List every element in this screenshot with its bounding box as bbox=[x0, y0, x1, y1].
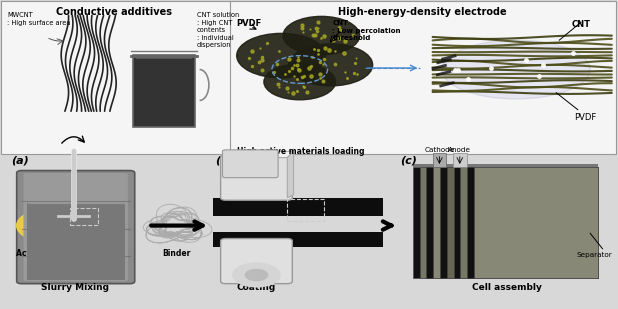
Text: Separator: Separator bbox=[576, 252, 612, 258]
Circle shape bbox=[17, 209, 85, 243]
Ellipse shape bbox=[442, 40, 590, 99]
Bar bbox=[467, 167, 598, 278]
Bar bbox=[213, 232, 383, 247]
Circle shape bbox=[233, 263, 280, 287]
Text: Cell assembly: Cell assembly bbox=[472, 283, 542, 292]
Circle shape bbox=[237, 33, 326, 78]
Bar bbox=[426, 164, 598, 167]
Bar bbox=[440, 164, 598, 167]
Circle shape bbox=[25, 213, 76, 238]
Circle shape bbox=[283, 16, 360, 55]
FancyBboxPatch shape bbox=[230, 1, 616, 154]
Polygon shape bbox=[287, 151, 294, 198]
Text: Slurry Mixing: Slurry Mixing bbox=[41, 283, 109, 292]
Text: Anode: Anode bbox=[448, 147, 472, 153]
Text: CNT solution
: High CNT
contents
: Individual
dispersion: CNT solution : High CNT contents : Indiv… bbox=[197, 12, 239, 49]
Bar bbox=[70, 208, 98, 225]
Text: CNT: CNT bbox=[571, 20, 590, 29]
Text: (b): (b) bbox=[215, 155, 234, 165]
Bar bbox=[426, 167, 598, 278]
Text: CNT
: Low percolation
threshold: CNT : Low percolation threshold bbox=[332, 20, 401, 41]
Polygon shape bbox=[226, 151, 294, 158]
Circle shape bbox=[17, 209, 85, 243]
Text: PVDF: PVDF bbox=[237, 19, 262, 28]
Bar bbox=[454, 164, 598, 167]
Circle shape bbox=[245, 269, 268, 281]
Bar bbox=[413, 167, 598, 278]
Bar bbox=[136, 55, 192, 59]
Bar bbox=[287, 199, 324, 221]
Text: Conductive additives: Conductive additives bbox=[56, 7, 172, 17]
Bar bbox=[433, 164, 598, 167]
Bar bbox=[213, 198, 383, 216]
Bar bbox=[440, 167, 598, 278]
FancyBboxPatch shape bbox=[23, 173, 128, 281]
FancyBboxPatch shape bbox=[1, 1, 231, 154]
Text: (a): (a) bbox=[11, 155, 29, 165]
Text: Binder: Binder bbox=[162, 249, 190, 258]
Text: +: + bbox=[100, 216, 116, 235]
Circle shape bbox=[289, 44, 373, 86]
Circle shape bbox=[21, 211, 80, 240]
Bar bbox=[447, 167, 598, 278]
Text: (c): (c) bbox=[400, 155, 417, 165]
Bar bbox=[460, 164, 598, 167]
Text: Active Materials: Active Materials bbox=[15, 249, 86, 258]
Bar bbox=[460, 167, 598, 278]
Bar bbox=[433, 167, 598, 278]
Circle shape bbox=[39, 220, 62, 231]
Text: Cathode: Cathode bbox=[425, 147, 454, 153]
Circle shape bbox=[43, 222, 58, 229]
FancyBboxPatch shape bbox=[222, 150, 278, 178]
FancyBboxPatch shape bbox=[221, 239, 292, 284]
Bar bbox=[413, 164, 598, 167]
Bar bbox=[420, 167, 598, 278]
Bar bbox=[453, 153, 467, 167]
Bar bbox=[447, 164, 598, 167]
Text: High-energy-density electrode: High-energy-density electrode bbox=[339, 7, 507, 17]
Circle shape bbox=[30, 215, 72, 236]
Circle shape bbox=[35, 218, 67, 234]
Text: High active materials loading: High active materials loading bbox=[237, 147, 365, 156]
Bar bbox=[474, 164, 598, 167]
Bar bbox=[454, 167, 598, 278]
Bar bbox=[27, 203, 125, 280]
Bar bbox=[474, 167, 598, 278]
Text: MWCNT
: High surface area: MWCNT : High surface area bbox=[7, 12, 71, 26]
Circle shape bbox=[264, 64, 336, 100]
Text: PVDF: PVDF bbox=[574, 113, 596, 122]
Text: Coating: Coating bbox=[237, 283, 276, 292]
FancyBboxPatch shape bbox=[221, 155, 292, 200]
Bar bbox=[420, 164, 598, 167]
FancyBboxPatch shape bbox=[133, 55, 195, 127]
FancyBboxPatch shape bbox=[17, 171, 135, 284]
Bar bbox=[433, 153, 446, 167]
Bar bbox=[467, 164, 598, 167]
Circle shape bbox=[48, 224, 54, 227]
